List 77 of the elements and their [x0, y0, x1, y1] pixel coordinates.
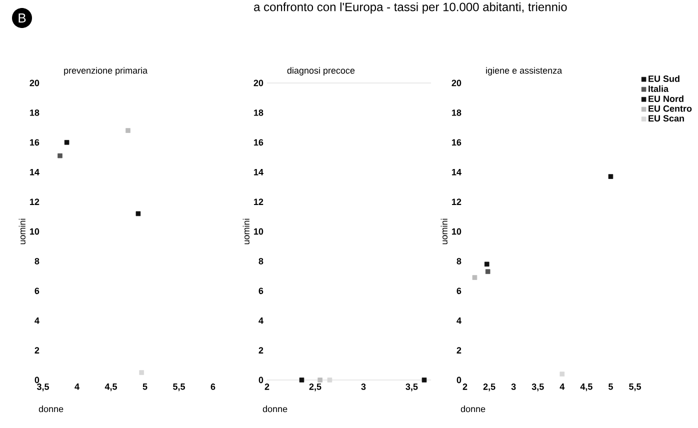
y-tick-label: 6 — [34, 288, 40, 294]
y-tick-label: 16 — [30, 139, 40, 146]
x-tick-label: 3,5 — [406, 384, 418, 392]
y-tick-label: 4 — [456, 318, 462, 324]
y-tick-label: 6 — [258, 288, 264, 294]
y-tick-label: 18 — [452, 110, 462, 116]
x-tick-label: 3,5 — [36, 384, 50, 392]
y-tick-label: 2 — [456, 347, 462, 354]
y-tick-label: 10 — [452, 228, 462, 235]
y-tick-label: 14 — [452, 169, 462, 176]
x-tick-label: 4,5 — [104, 384, 118, 392]
legend-label: Italia — [648, 85, 669, 92]
y-tick-label: 18 — [254, 110, 264, 116]
point — [64, 140, 70, 145]
chart-title: prevenzione primaria — [64, 67, 148, 76]
x-tick-label: 3 — [361, 384, 366, 390]
point — [485, 269, 490, 274]
x-axis-title: donne — [262, 406, 288, 412]
chart-title: diagnosi precoce — [287, 67, 355, 76]
x-tick-label: 4 — [560, 384, 565, 390]
legend-label: EU Nord — [648, 95, 684, 102]
x-tick-label: 4,5 — [580, 384, 592, 392]
point — [484, 262, 490, 267]
point — [472, 275, 478, 280]
y-tick-label: 0 — [258, 376, 264, 384]
legend-label: EU Centro — [648, 105, 692, 112]
y-tick-label: 8 — [456, 258, 462, 264]
y-axis-title: uomini — [242, 218, 250, 244]
y-tick-label: 4 — [258, 318, 264, 324]
x-axis-title: donne — [460, 406, 486, 412]
y-tick-label: 6 — [456, 288, 462, 294]
point — [58, 153, 62, 158]
x-tick-label: 2 — [264, 384, 270, 390]
text: B — [18, 14, 26, 22]
point — [126, 128, 130, 133]
y-tick-label: 0 — [34, 376, 40, 384]
x-tick-label: 5,5 — [173, 384, 186, 392]
x-tick-label: 2 — [462, 384, 468, 390]
x-axis-title: donne — [38, 406, 64, 412]
chart-title: igiene e assistenza — [486, 67, 562, 76]
y-tick-label: 8 — [258, 258, 264, 264]
x-tick-label: 5 — [142, 384, 148, 390]
y-tick-label: 0 — [456, 376, 462, 384]
legend-label: EU Sud — [648, 75, 680, 82]
y-tick-label: 12 — [452, 198, 462, 205]
point — [608, 174, 614, 179]
y-tick-label: 4 — [34, 318, 40, 324]
x-tick-label: 4 — [74, 384, 80, 390]
point — [136, 211, 141, 216]
x-tick-label: 3 — [511, 384, 516, 390]
x-tick-label: 2,5 — [309, 384, 322, 392]
y-tick-label: 10 — [254, 228, 264, 235]
y-tick-label: 12 — [30, 198, 40, 205]
point — [139, 370, 144, 375]
y-axis-title: uomini — [440, 218, 448, 244]
y-tick-label: 2 — [34, 347, 40, 354]
text: a confronto con l'Europa - tassi per 10.000 abitanti, triennio — [254, 2, 567, 14]
y-tick-label: 2 — [258, 347, 264, 354]
y-tick-label: 20 — [254, 80, 264, 86]
x-tick-label: 2,5 — [483, 384, 496, 392]
point — [560, 372, 565, 376]
x-tick-label: 5 — [608, 384, 613, 390]
y-tick-label: 12 — [254, 198, 264, 205]
y-tick-label: 20 — [452, 80, 462, 86]
x-tick-label: 5,5 — [629, 384, 642, 392]
legend-label: EU Scan — [648, 115, 684, 122]
y-tick-label: 8 — [34, 258, 40, 264]
y-axis-title: uomini — [18, 218, 26, 244]
x-tick-label: 3,5 — [532, 384, 544, 392]
x-tick-label: 6 — [210, 384, 216, 390]
y-tick-label: 14 — [30, 169, 40, 176]
y-tick-label: 16 — [254, 139, 264, 146]
y-tick-label: 14 — [254, 169, 264, 176]
y-tick-label: 16 — [452, 139, 462, 146]
y-tick-label: 18 — [30, 110, 40, 116]
y-tick-label: 20 — [30, 80, 40, 86]
y-tick-label: 10 — [30, 228, 40, 235]
